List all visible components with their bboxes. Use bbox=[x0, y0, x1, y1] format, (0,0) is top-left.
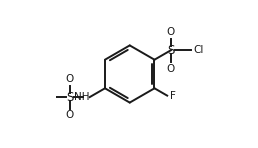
Text: O: O bbox=[66, 110, 74, 120]
Text: S: S bbox=[167, 44, 175, 57]
Text: S: S bbox=[66, 91, 74, 104]
Text: NH: NH bbox=[74, 92, 89, 102]
Text: Cl: Cl bbox=[193, 45, 203, 55]
Text: O: O bbox=[167, 63, 175, 74]
Text: F: F bbox=[170, 91, 176, 101]
Text: O: O bbox=[167, 27, 175, 37]
Text: O: O bbox=[66, 74, 74, 84]
